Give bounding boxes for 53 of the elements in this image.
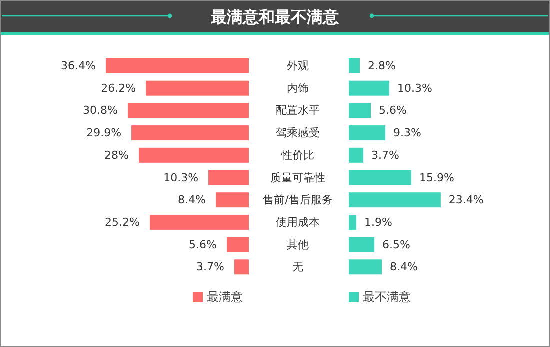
bar bbox=[349, 103, 371, 118]
bar bbox=[128, 103, 249, 118]
data-label: 28% bbox=[104, 148, 129, 162]
data-label: 5.6% bbox=[189, 238, 217, 252]
bar bbox=[349, 58, 360, 74]
bar bbox=[139, 148, 249, 163]
data-label: 23.4% bbox=[448, 194, 484, 207]
y-tick-label: 质量可靠性 bbox=[270, 171, 326, 184]
y-tick-label: 其他 bbox=[287, 238, 309, 252]
data-label: 29.9% bbox=[86, 126, 122, 140]
data-label: 10.3% bbox=[164, 171, 199, 184]
data-label: 10.3% bbox=[397, 82, 432, 95]
data-label: 26.2% bbox=[101, 82, 136, 95]
y-tick-label: 售前/售后服务 bbox=[263, 194, 333, 207]
bar bbox=[349, 237, 375, 252]
bar bbox=[106, 58, 249, 74]
y-tick-label: 外观 bbox=[287, 60, 309, 72]
bar bbox=[349, 214, 356, 230]
data-label: 1.9% bbox=[364, 216, 392, 229]
bar bbox=[216, 192, 249, 208]
bar bbox=[349, 260, 382, 275]
y-tick-label: 使用成本 bbox=[276, 216, 320, 229]
y-tick-label: 性价比 bbox=[280, 148, 314, 162]
data-label: 2.8% bbox=[368, 60, 396, 72]
bar bbox=[234, 260, 249, 275]
data-label: 15.9% bbox=[419, 171, 454, 184]
chart-title: 最满意和最不满意 bbox=[210, 8, 340, 26]
y-tick-label: 无 bbox=[292, 260, 304, 274]
bar bbox=[146, 80, 249, 96]
data-label: 3.7% bbox=[372, 148, 400, 162]
bar bbox=[349, 80, 390, 96]
y-tick-label: 驾乘感受 bbox=[276, 126, 320, 140]
data-label: 8.4% bbox=[178, 194, 206, 207]
data-label: 36.4% bbox=[61, 60, 96, 72]
data-label: 5.6% bbox=[379, 104, 407, 118]
bar bbox=[349, 148, 364, 163]
bar bbox=[349, 192, 441, 208]
data-label: 8.4% bbox=[390, 260, 418, 274]
bar bbox=[349, 126, 386, 141]
data-label: 6.5% bbox=[382, 238, 410, 252]
legend-label: 最不满意 bbox=[363, 290, 411, 304]
y-tick-label: 内饰 bbox=[287, 82, 309, 95]
legend-label: 最满意 bbox=[207, 290, 243, 304]
bar bbox=[349, 170, 412, 186]
data-label: 3.7% bbox=[196, 260, 224, 274]
bar bbox=[208, 170, 249, 186]
bar bbox=[150, 214, 249, 230]
data-label: 9.3% bbox=[394, 126, 422, 140]
bar bbox=[227, 237, 249, 252]
y-tick-label: 配置水平 bbox=[276, 104, 320, 118]
data-label: 30.8% bbox=[83, 104, 118, 118]
data-label: 25.2% bbox=[105, 216, 140, 229]
bar bbox=[132, 126, 249, 141]
